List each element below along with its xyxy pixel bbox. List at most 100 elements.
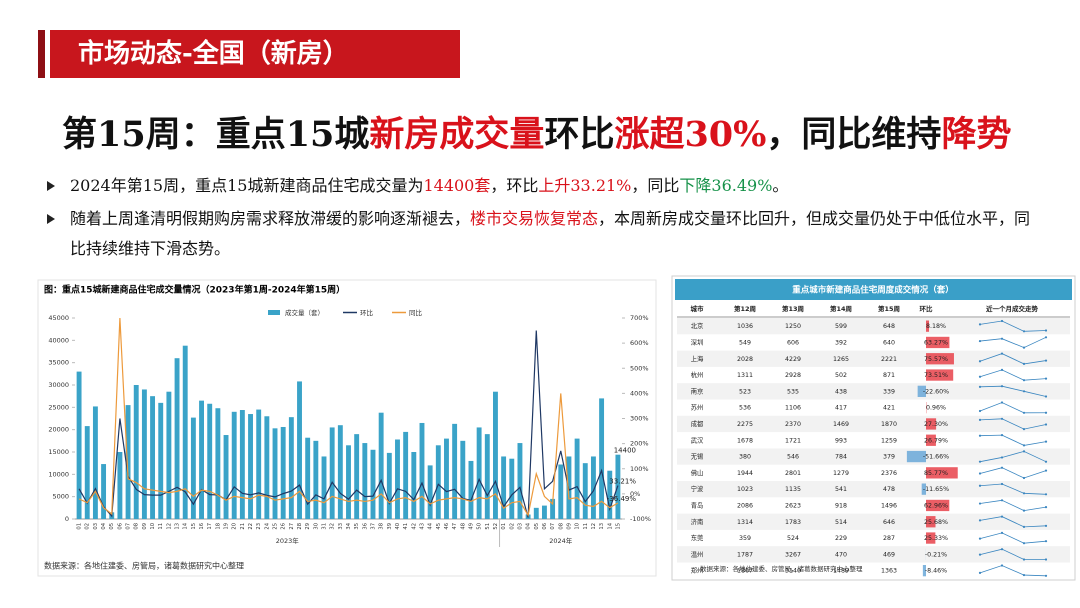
x-tick-label: 41 — [403, 523, 409, 530]
text-run: 环比 — [544, 114, 615, 155]
trend-dot — [978, 472, 982, 475]
change-bar — [926, 467, 958, 479]
bar — [101, 464, 107, 519]
change-bar — [926, 418, 937, 430]
table-cell: 646 — [883, 519, 895, 526]
x-tick-label: 38 — [379, 523, 385, 530]
y-tick-label: 45000 — [48, 314, 69, 322]
trend-dot — [978, 502, 982, 505]
trend-dot — [1022, 428, 1026, 431]
table-cell: 392 — [835, 339, 847, 346]
trend-dot — [1044, 336, 1048, 339]
bar — [460, 440, 466, 519]
column-header: 环比 — [920, 304, 934, 313]
end-annotation: 33.21% — [609, 478, 636, 486]
change-label: 85.77% — [924, 470, 948, 477]
y-tick-label: 15000 — [48, 448, 69, 456]
change-bar — [926, 434, 936, 446]
table-cell: 2028 — [737, 356, 753, 363]
x-tick-label: 46 — [444, 523, 450, 530]
change-label: -22.60% — [923, 388, 949, 395]
trend-dot — [978, 571, 982, 574]
trend-line — [979, 402, 1047, 414]
x-tick-label: 20 — [232, 523, 238, 530]
row-band — [677, 415, 1070, 433]
x-tick-label: 01 — [77, 523, 83, 530]
change-label: 25.68% — [924, 519, 948, 526]
text-run: ，本周新房成交量环比回升，但成交量仍处于中低位水平，同比持续维持下滑态势。 — [70, 209, 1031, 258]
trend-dot — [1000, 482, 1004, 486]
y-tick-label: 35000 — [48, 359, 69, 367]
x-tick-label: 15 — [615, 523, 621, 530]
x-tick-label: 32 — [330, 523, 336, 530]
bar — [92, 406, 98, 519]
text-run: 下降36.49% — [679, 176, 773, 195]
bar — [329, 427, 335, 519]
change-bar — [926, 369, 954, 381]
table-cell: 2221 — [881, 356, 897, 363]
x-tick-label: 29 — [305, 523, 311, 530]
trend-line — [979, 418, 1047, 430]
table-cell: 640 — [883, 339, 895, 346]
table-title-bar — [675, 279, 1072, 300]
bar — [370, 449, 376, 519]
trend-dot — [1022, 379, 1026, 382]
bullet-arrow — [47, 181, 55, 191]
table-source: 数据来源：各地住建委、房管局，诸葛数据研究中心整理 — [700, 564, 863, 573]
table-cell: 1036 — [737, 323, 753, 330]
x-tick-label: 49 — [468, 523, 474, 530]
x-tick-label: 10 — [150, 523, 156, 530]
bar — [337, 425, 343, 519]
trend-line — [979, 336, 1047, 349]
table-cell: 871 — [883, 372, 895, 379]
x-tick-label: 37 — [370, 523, 376, 530]
trend-dot — [1044, 574, 1048, 577]
table-cell: 478 — [883, 486, 895, 493]
bar — [362, 443, 368, 519]
trend-dot — [1044, 558, 1048, 561]
table-cell: 青岛 — [691, 500, 704, 509]
trend-dot — [1022, 509, 1026, 512]
table-cell: 1265 — [833, 356, 849, 363]
table-cell: 287 — [883, 535, 895, 542]
table-cell: 606 — [787, 339, 799, 346]
trend-dot — [978, 323, 982, 326]
x-tick-label: 14 — [607, 522, 613, 529]
x-tick-label: 18 — [215, 523, 221, 530]
x-tick-label: 25 — [273, 523, 279, 530]
bar — [321, 456, 327, 519]
table-cell: 599 — [835, 323, 847, 330]
trend-dot — [1044, 440, 1048, 443]
trend-dot — [1022, 362, 1026, 365]
x-tick-label: 40 — [395, 523, 401, 530]
table-cell: 1496 — [881, 502, 897, 509]
trend-dot — [1022, 558, 1026, 561]
trend-dot — [1000, 564, 1004, 567]
bar — [256, 409, 262, 519]
table-cell: 546 — [787, 454, 799, 461]
y2-tick-label: -100% — [630, 515, 651, 523]
x-tick-label: 04 — [101, 522, 107, 529]
trend-dot — [1044, 506, 1048, 509]
table-cell: 武汉 — [691, 435, 704, 444]
headline: 第15周：重点15城新房成交量环比涨超30%，同比维持降势 — [62, 106, 1011, 157]
trend-dot — [1044, 359, 1048, 362]
trend-line — [979, 320, 1047, 332]
table-cell: 1787 — [737, 551, 753, 558]
table-cell: 苏州 — [691, 403, 704, 412]
x-tick-label: 07 — [550, 523, 556, 530]
table-cell: 535 — [787, 388, 799, 395]
change-label: -51.66% — [923, 454, 949, 461]
trend-dot — [1000, 456, 1004, 459]
text-run: 14400套 — [423, 176, 491, 195]
change-bar — [921, 483, 926, 495]
table-cell: 784 — [835, 454, 847, 461]
table-cell: 东莞 — [691, 533, 704, 542]
x-tick-label: 21 — [240, 523, 246, 530]
x-tick-label: 05 — [109, 523, 115, 530]
y-tick-label: 20000 — [48, 426, 69, 434]
bar — [223, 435, 229, 519]
table-cell: 469 — [883, 551, 895, 558]
change-bar — [926, 532, 936, 544]
bar — [207, 403, 213, 519]
